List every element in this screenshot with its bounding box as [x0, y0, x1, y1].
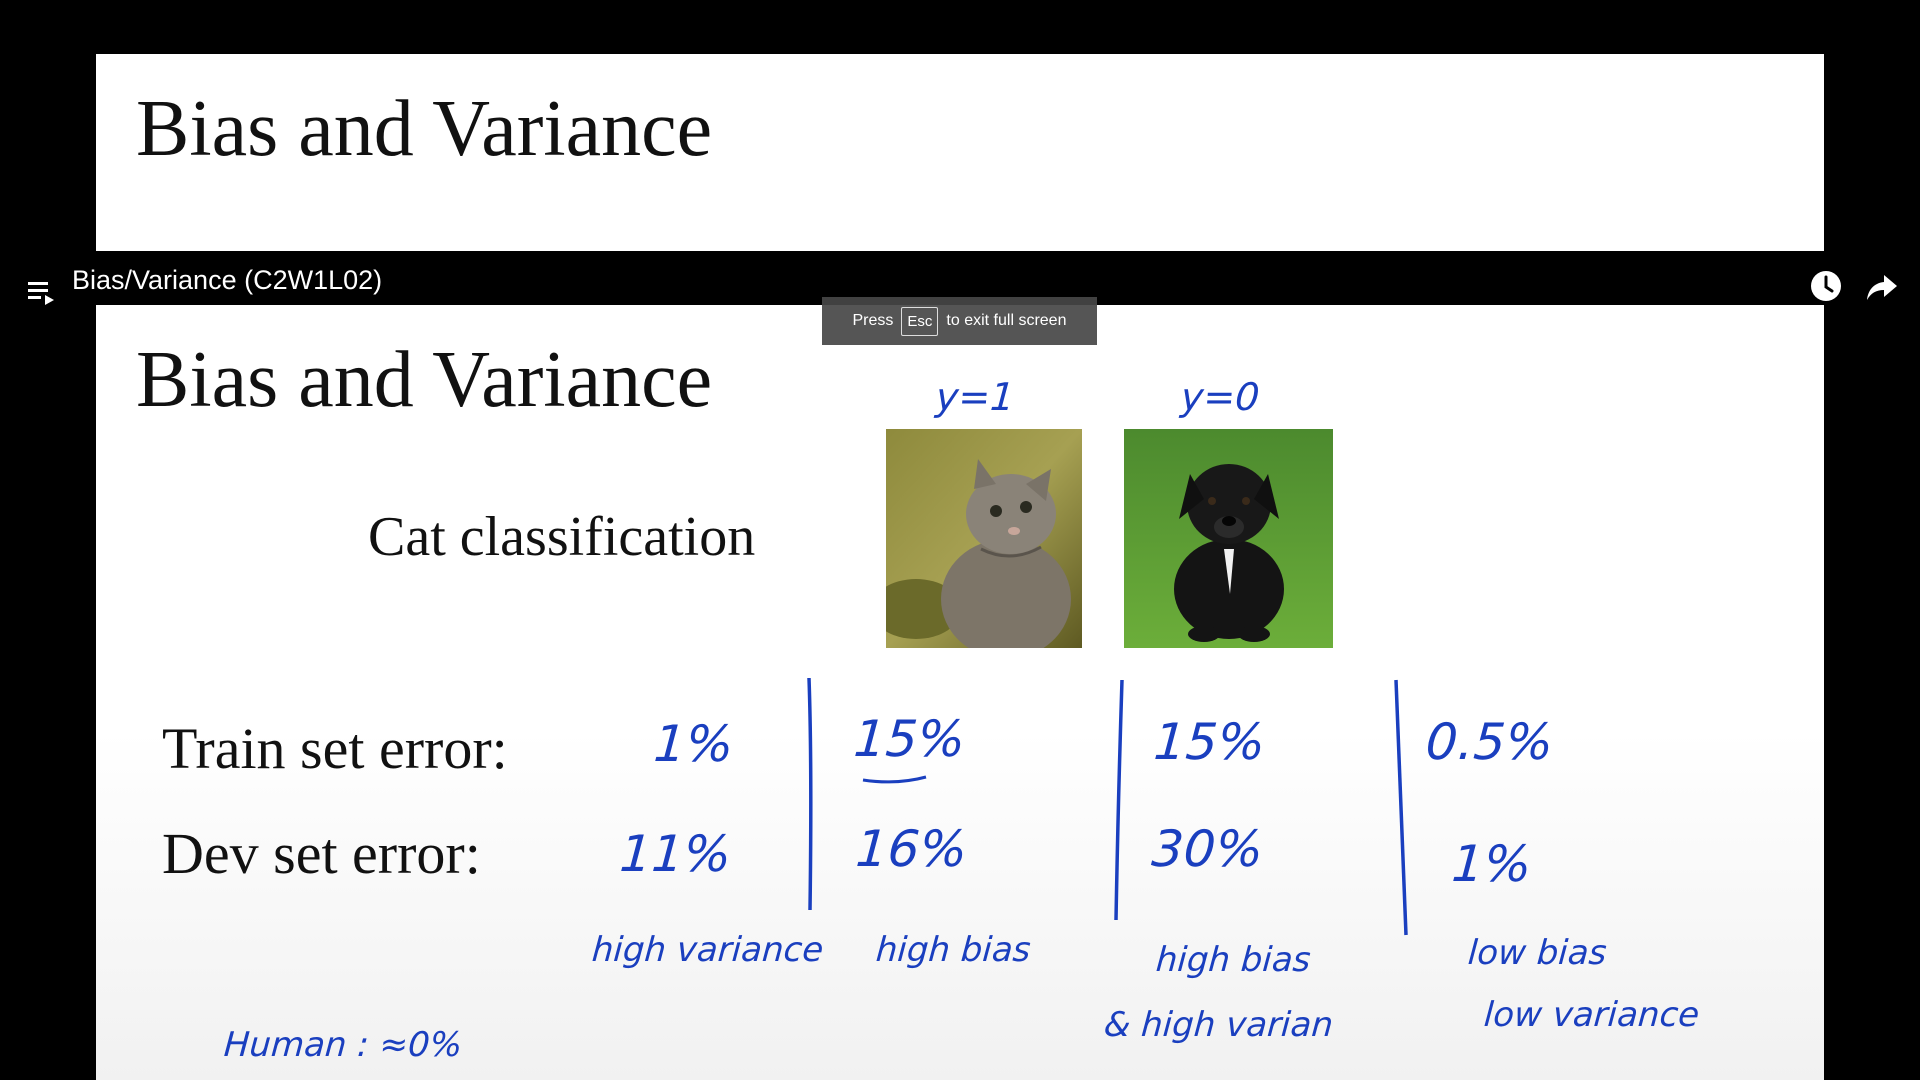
- slide-subtitle: Cat classification: [368, 506, 756, 568]
- col3-diagnosis-1: high bias: [1154, 940, 1312, 980]
- divider-1: [807, 677, 813, 911]
- playlist-icon[interactable]: [26, 278, 56, 306]
- fullscreen-exit-toast: Press Esc to exit full screen: [822, 297, 1097, 345]
- handwritten-dividers: [807, 677, 1408, 936]
- toast-press: Press: [852, 312, 894, 329]
- underline-15: [862, 775, 927, 784]
- divider-2: [1114, 679, 1124, 921]
- share-icon[interactable]: [1866, 272, 1898, 302]
- slide-preview-title: Bias and Variance: [136, 85, 713, 173]
- player-top-bar: Bias/Variance (C2W1L02): [0, 252, 1920, 304]
- col4-train: 0.5%: [1423, 713, 1556, 771]
- divider-3: [1394, 679, 1408, 936]
- col3-diagnosis-2: & high varian: [1102, 1005, 1335, 1045]
- human-error-note: Human : ≈0%: [222, 1025, 464, 1065]
- cat-image: [886, 429, 1082, 648]
- col1-dev: 11%: [617, 825, 734, 883]
- col2-train: 15%: [851, 710, 968, 768]
- train-set-error-label: Train set error:: [162, 716, 508, 781]
- slide-preview: Bias and Variance: [96, 54, 1824, 251]
- watch-later-icon[interactable]: [1810, 270, 1842, 302]
- col4-diagnosis-1: low bias: [1466, 933, 1608, 973]
- lecture-slide: Bias and Variance Cat classification y=1…: [96, 305, 1824, 1080]
- col2-dev: 16%: [853, 820, 970, 878]
- col4-dev: 1%: [1449, 835, 1534, 893]
- dog-image: [1124, 429, 1333, 648]
- col3-train: 15%: [1151, 713, 1268, 771]
- col1-diagnosis: high variance: [590, 930, 825, 970]
- col1-train: 1%: [651, 715, 736, 773]
- col2-diagnosis: high bias: [874, 930, 1032, 970]
- video-title[interactable]: Bias/Variance (C2W1L02): [72, 265, 383, 295]
- col3-dev: 30%: [1149, 820, 1266, 878]
- esc-key: Esc: [901, 306, 939, 336]
- dev-set-error-label: Dev set error:: [162, 821, 481, 886]
- col4-diagnosis-2: low variance: [1482, 995, 1701, 1035]
- slide-title: Bias and Variance: [136, 336, 713, 424]
- toast-rest: to exit full screen: [946, 312, 1067, 329]
